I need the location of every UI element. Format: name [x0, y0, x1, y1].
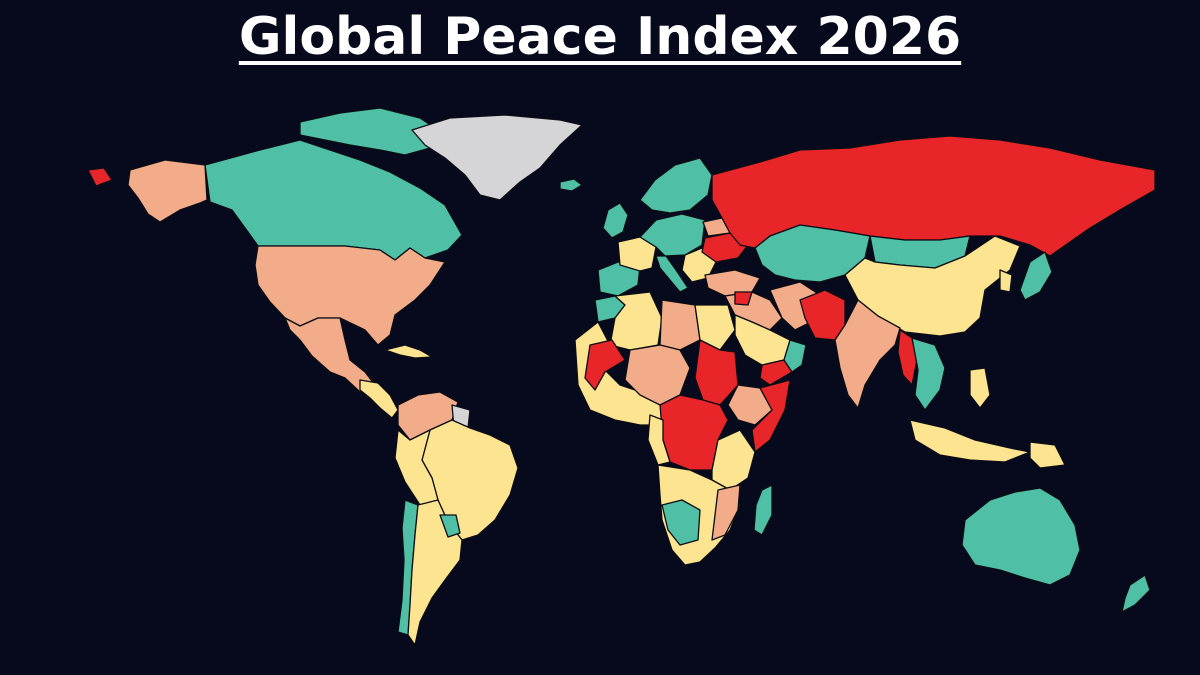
region-alaska [127, 159, 208, 223]
page-title: Global Peace Index 2026 [238, 7, 962, 67]
region-somalia [751, 379, 791, 453]
region-canada [204, 139, 463, 261]
region-cuba [384, 344, 433, 359]
region-east-africa [711, 429, 756, 491]
region-egypt [694, 304, 736, 351]
region-alaska-tip [87, 167, 113, 187]
region-italy [655, 255, 689, 293]
region-afghanistan-pakistan [799, 289, 846, 341]
region-australia [961, 487, 1081, 586]
region-sudan [694, 339, 739, 406]
region-gabon-congo [647, 414, 671, 466]
region-yemen [759, 359, 793, 386]
region-scandinavia [639, 157, 713, 214]
region-greenland [411, 114, 583, 201]
region-ireland-uk [602, 202, 629, 239]
region-libya [659, 299, 701, 351]
region-japan [1019, 251, 1053, 301]
region-peru-bolivia [394, 429, 439, 506]
region-india [834, 299, 901, 409]
region-madagascar [753, 484, 773, 536]
region-arctic-islands [299, 107, 439, 156]
region-iceland [559, 178, 583, 192]
region-korea [999, 269, 1013, 293]
region-central-europe [639, 213, 706, 257]
region-uruguay-paraguay [439, 514, 461, 538]
region-syria [734, 291, 753, 306]
region-central-america [359, 379, 399, 419]
region-indonesia [909, 419, 1031, 463]
region-new-zealand [1121, 574, 1151, 613]
region-oman [783, 339, 807, 373]
region-southeast-asia [911, 337, 946, 411]
region-iberia [597, 261, 641, 297]
region-mozambique [711, 484, 741, 541]
region-mali [584, 339, 626, 391]
region-namibia-botswana [661, 499, 701, 546]
region-russia [711, 135, 1156, 257]
region-united-states [254, 245, 446, 346]
region-papua [1029, 441, 1066, 469]
region-philippines [969, 367, 991, 409]
